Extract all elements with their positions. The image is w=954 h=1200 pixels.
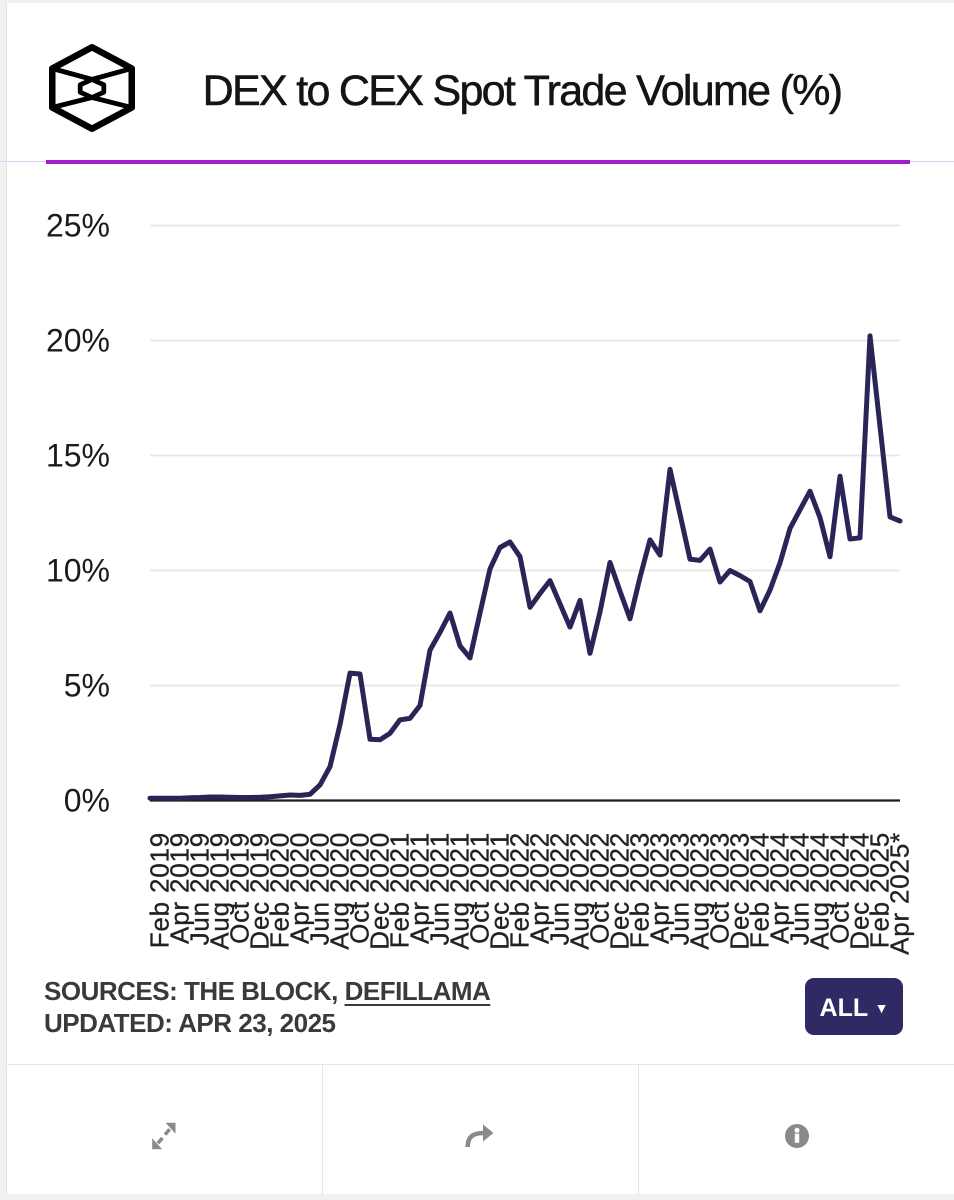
svg-text:Apr 2019: Apr 2019 bbox=[165, 832, 195, 944]
svg-text:Jun 2023: Jun 2023 bbox=[665, 832, 695, 945]
svg-text:Oct 2023: Oct 2023 bbox=[705, 832, 735, 944]
svg-text:Dec 2021: Dec 2021 bbox=[485, 832, 515, 950]
svg-text:Feb 2025: Feb 2025 bbox=[865, 832, 895, 948]
svg-text:Dec 2023: Dec 2023 bbox=[725, 832, 755, 950]
svg-text:Apr 2023: Apr 2023 bbox=[645, 832, 675, 944]
svg-text:Oct 2022: Oct 2022 bbox=[585, 832, 615, 944]
svg-text:10%: 10% bbox=[46, 553, 110, 589]
svg-text:Feb 2020: Feb 2020 bbox=[265, 832, 295, 948]
svg-text:Feb 2019: Feb 2019 bbox=[145, 832, 175, 948]
svg-text:Apr 2024: Apr 2024 bbox=[765, 832, 795, 944]
svg-text:Aug 2021: Aug 2021 bbox=[445, 832, 475, 950]
svg-text:Jun 2021: Jun 2021 bbox=[425, 832, 455, 945]
svg-text:Feb 2024: Feb 2024 bbox=[745, 832, 775, 948]
svg-text:15%: 15% bbox=[46, 438, 110, 474]
svg-text:Oct 2019: Oct 2019 bbox=[225, 832, 255, 944]
svg-text:20%: 20% bbox=[46, 323, 110, 359]
svg-text:Apr 2020: Apr 2020 bbox=[285, 832, 315, 944]
svg-text:Dec 2024: Dec 2024 bbox=[845, 832, 875, 950]
svg-text:Feb 2023: Feb 2023 bbox=[625, 832, 655, 948]
svg-text:0%: 0% bbox=[64, 783, 110, 819]
svg-text:Oct 2024: Oct 2024 bbox=[825, 832, 855, 944]
svg-text:Apr 2025*: Apr 2025* bbox=[885, 832, 915, 955]
svg-text:Oct 2020: Oct 2020 bbox=[345, 832, 375, 944]
svg-text:Dec 2020: Dec 2020 bbox=[365, 832, 395, 950]
svg-text:Feb 2022: Feb 2022 bbox=[505, 832, 535, 948]
svg-text:Jun 2019: Jun 2019 bbox=[185, 832, 215, 945]
svg-text:Aug 2022: Aug 2022 bbox=[565, 832, 595, 950]
svg-text:Aug 2023: Aug 2023 bbox=[685, 832, 715, 950]
svg-text:25%: 25% bbox=[46, 208, 110, 244]
svg-text:Jun 2022: Jun 2022 bbox=[545, 832, 575, 945]
svg-text:5%: 5% bbox=[64, 668, 110, 704]
svg-text:Apr 2022: Apr 2022 bbox=[525, 832, 555, 944]
svg-text:Jun 2024: Jun 2024 bbox=[785, 832, 815, 945]
svg-text:Jun 2020: Jun 2020 bbox=[305, 832, 335, 945]
svg-text:Dec 2019: Dec 2019 bbox=[245, 832, 275, 950]
svg-text:Aug 2024: Aug 2024 bbox=[805, 832, 835, 950]
svg-text:Dec 2022: Dec 2022 bbox=[605, 832, 635, 950]
svg-text:Aug 2020: Aug 2020 bbox=[325, 832, 355, 950]
svg-text:Oct 2021: Oct 2021 bbox=[465, 832, 495, 944]
svg-text:Aug 2019: Aug 2019 bbox=[205, 832, 235, 950]
svg-text:Feb 2021: Feb 2021 bbox=[385, 832, 415, 948]
svg-text:Apr 2021: Apr 2021 bbox=[405, 832, 435, 944]
